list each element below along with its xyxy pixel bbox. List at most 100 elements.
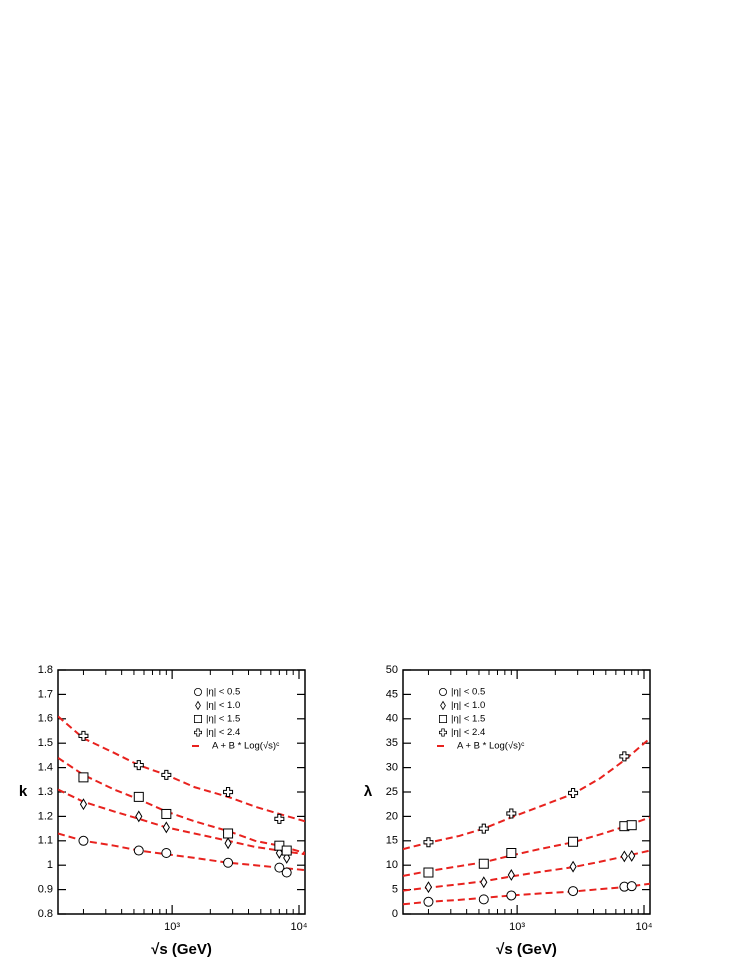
- y-tick-label: 1.2: [38, 810, 53, 822]
- marker-diamond: [195, 700, 201, 711]
- y-tick-label: 45: [386, 688, 398, 700]
- plot-frame: [57, 669, 306, 915]
- marker-cross: [193, 728, 202, 737]
- marker-circle: [281, 867, 292, 878]
- marker-cross: [78, 730, 89, 741]
- marker-diamond: [628, 849, 636, 862]
- y-tick-label: 1.1: [38, 835, 53, 847]
- x-axis-title: √s (GeV): [151, 941, 212, 958]
- marker-square: [161, 808, 172, 819]
- marker-square: [281, 845, 292, 856]
- marker-square: [423, 867, 434, 878]
- marker-circle: [223, 857, 234, 868]
- fit-curve: [58, 832, 305, 872]
- marker-circle: [274, 862, 285, 873]
- y-tick-label: 35: [386, 737, 398, 749]
- marker-square: [193, 714, 202, 723]
- marker-square: [568, 836, 579, 847]
- legend-label: |η| < 1.5: [451, 714, 485, 725]
- y-tick-label: 1: [47, 859, 53, 871]
- y-tick-label: 1.6: [38, 713, 53, 725]
- marker-circle: [161, 848, 172, 858]
- y-axis-title: λ: [364, 783, 373, 800]
- fit-curve: [403, 816, 650, 877]
- marker-diamond: [135, 810, 143, 823]
- y-tick-label: 0: [392, 908, 398, 920]
- marker-circle: [506, 890, 517, 901]
- marker-diamond: [440, 700, 446, 711]
- marker-diamond: [480, 876, 488, 889]
- marker-square: [626, 820, 637, 831]
- fit-curve: [58, 757, 305, 854]
- y-tick-label: 25: [386, 786, 398, 798]
- marker-cross: [423, 837, 434, 848]
- marker-square: [223, 828, 234, 839]
- marker-cross: [274, 813, 285, 824]
- marker-circle: [193, 687, 202, 696]
- x-axis-title: √s (GeV): [496, 941, 557, 958]
- y-tick-label: 1.8: [38, 664, 53, 676]
- fit-curve: [403, 737, 650, 851]
- marker-square: [478, 858, 489, 869]
- legend-label: A + B * Log(√s)ᶜ: [212, 741, 280, 752]
- marker-circle: [78, 835, 89, 846]
- marker-cross: [223, 787, 234, 797]
- x-tick-label: 10⁴: [636, 921, 653, 933]
- marker-circle: [478, 894, 489, 905]
- y-tick-label: 10: [386, 859, 398, 871]
- legend-label: |η| < 0.5: [206, 687, 240, 698]
- marker-circle: [423, 896, 434, 907]
- plot-frame: [402, 669, 651, 915]
- y-tick-label: 15: [386, 835, 398, 847]
- legend-label: |η| < 1.0: [206, 700, 240, 711]
- fit-curve: [403, 849, 650, 892]
- marker-square: [506, 848, 517, 858]
- y-tick-label: 0.8: [38, 908, 53, 920]
- y-tick-label: 30: [386, 762, 398, 774]
- fit-curve: [403, 882, 650, 906]
- x-tick-label: 10³: [509, 921, 525, 933]
- marker-diamond: [507, 868, 515, 881]
- marker-diamond: [224, 837, 232, 850]
- marker-circle: [439, 687, 448, 696]
- marker-diamond: [424, 881, 433, 894]
- marker-cross: [619, 751, 630, 762]
- y-tick-label: 1.7: [38, 688, 53, 700]
- fit-curve: [58, 715, 305, 823]
- marker-cross: [478, 823, 489, 834]
- legend-label: |η| < 1.0: [451, 700, 485, 711]
- legend-label: A + B * Log(√s)ᶜ: [457, 741, 525, 752]
- y-tick-label: 0.9: [38, 884, 53, 896]
- y-axis-title: k: [19, 783, 28, 800]
- marker-diamond: [620, 850, 628, 863]
- marker-circle: [626, 881, 637, 892]
- marker-circle: [133, 845, 144, 856]
- legend-label: |η| < 1.5: [206, 714, 240, 725]
- y-tick-label: 20: [386, 810, 398, 822]
- marker-circle: [568, 886, 579, 897]
- marker-diamond: [569, 860, 577, 873]
- y-tick-label: 1.5: [38, 737, 53, 749]
- marker-square: [439, 714, 448, 723]
- y-tick-label: 50: [386, 664, 398, 676]
- marker-diamond: [79, 798, 88, 811]
- marker-diamond: [162, 821, 170, 834]
- x-tick-label: 10⁴: [291, 921, 308, 933]
- marker-square: [78, 772, 89, 783]
- marker-cross: [506, 808, 517, 819]
- x-tick-label: 10³: [164, 921, 180, 933]
- legend-label: |η| < 2.4: [206, 727, 240, 738]
- y-tick-label: 5: [392, 884, 398, 896]
- legend-label: |η| < 0.5: [451, 687, 485, 698]
- marker-cross: [161, 769, 172, 780]
- marker-cross: [439, 728, 448, 737]
- marker-cross: [568, 787, 579, 798]
- y-tick-label: 1.3: [38, 786, 53, 798]
- y-tick-label: 1.4: [38, 762, 53, 774]
- y-tick-label: 40: [386, 713, 398, 725]
- marker-square: [133, 791, 144, 802]
- legend-label: |η| < 2.4: [451, 727, 485, 738]
- marker-cross: [133, 760, 144, 771]
